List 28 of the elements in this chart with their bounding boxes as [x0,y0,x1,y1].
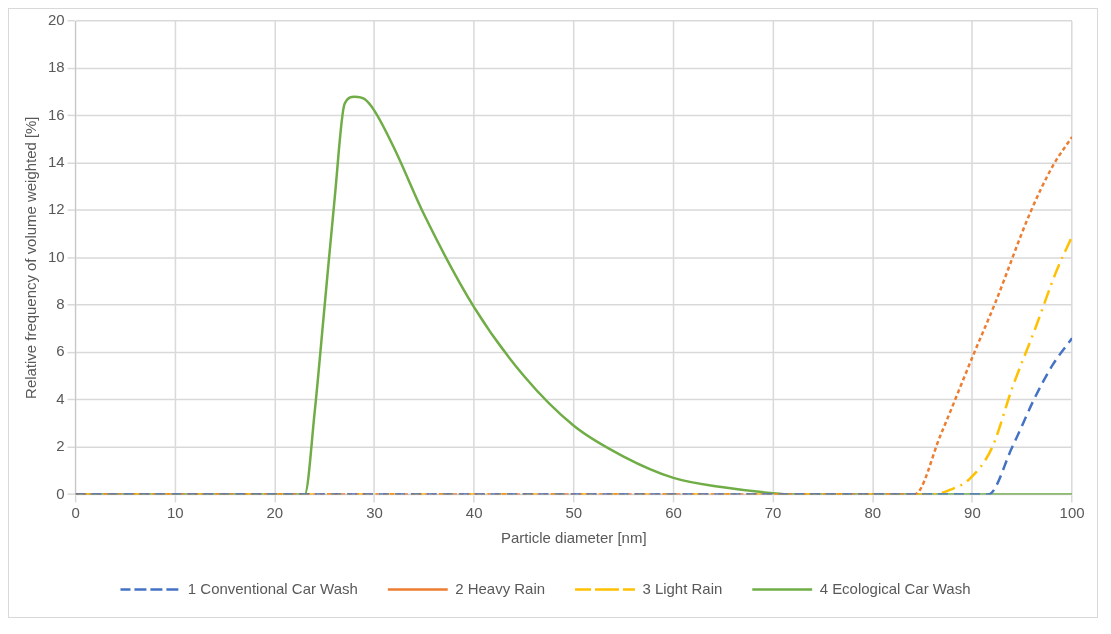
x-tick-label: 80 [864,504,882,522]
y-tick-label: 16 [47,105,65,123]
y-tick-label: 2 [56,437,65,455]
y-tick-label: 12 [47,200,65,218]
legend-label: 4 Ecological Car Wash [819,579,971,597]
x-tick-label: 70 [764,504,782,522]
legend-label: 3 Light Rain [642,579,723,597]
y-axis-title: Relative frequency of volume weighted [%] [22,116,40,399]
x-tick-label: 40 [465,504,483,522]
y-tick-label: 14 [47,153,65,171]
y-tick-label: 18 [47,58,65,76]
x-tick-label: 10 [166,504,184,522]
legend-label: 1 Conventional Car Wash [187,579,358,597]
x-tick-label: 30 [366,504,383,522]
x-tick-label: 50 [565,504,583,522]
y-tick-label: 20 [47,11,65,29]
legend-label: 2 Heavy Rain [455,579,546,597]
y-tick-label: 0 [56,484,65,502]
y-tick-label: 6 [56,342,65,360]
x-tick-label: 20 [266,504,284,522]
y-tick-label: 10 [47,247,65,265]
x-tick-label: 100 [1059,504,1085,522]
x-tick-label: 60 [665,504,682,522]
x-tick-label: 0 [71,504,80,522]
y-tick-label: 4 [56,389,65,407]
x-tick-label: 90 [964,504,981,522]
x-axis-title: Particle diameter [nm] [501,529,647,547]
y-tick-label: 8 [56,295,65,313]
